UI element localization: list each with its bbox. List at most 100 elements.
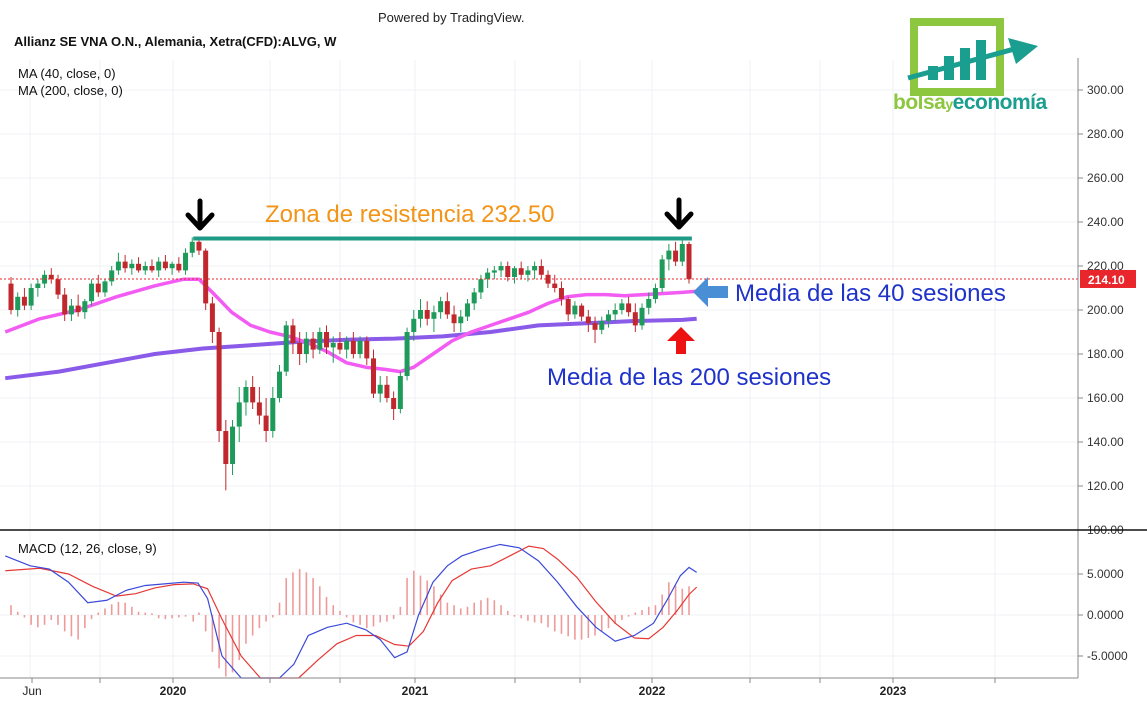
candle-body — [411, 318, 417, 332]
candle-body — [142, 266, 148, 271]
candle-body — [95, 283, 101, 293]
price-tick-label: 300.00 — [1087, 83, 1124, 97]
candle-body — [350, 340, 356, 354]
macd-tick-label: 0.0000 — [1087, 608, 1124, 622]
candle-body — [565, 299, 571, 315]
candle-body — [62, 294, 68, 315]
logo-word-bolsa: bolsa — [893, 91, 946, 114]
macd-tick-label: 5.0000 — [1087, 567, 1124, 581]
candle-body — [525, 270, 531, 275]
candle-body — [666, 250, 672, 260]
candle-body — [612, 310, 618, 315]
candle-body — [431, 312, 437, 319]
candle-body — [250, 387, 256, 403]
time-tick-label: 2022 — [639, 684, 666, 698]
price-tick-label: 200.00 — [1087, 303, 1124, 317]
candle-body — [136, 263, 142, 271]
candle-body — [297, 343, 303, 354]
macd-legend[interactable]: MACD (12, 26, close, 9) — [18, 541, 157, 556]
candle-body — [236, 402, 242, 427]
candle-body — [679, 244, 685, 262]
logo-wordmark: bolsayeconomía — [893, 91, 1047, 115]
ma40-annotation: Media de las 40 sesiones — [735, 280, 1006, 307]
candle-body — [15, 296, 21, 310]
logo-word-economia: economía — [952, 91, 1048, 114]
candle-body — [290, 325, 296, 343]
candle-body — [162, 261, 168, 269]
candle-body — [632, 312, 638, 326]
candle-body — [478, 279, 484, 293]
price-tick-label: 260.00 — [1087, 171, 1124, 185]
blue-left-arrow — [693, 277, 728, 307]
candle-body — [317, 332, 323, 350]
candle-body — [21, 296, 27, 306]
candle-body — [330, 343, 336, 348]
candle-body — [377, 384, 383, 394]
candle-body — [371, 358, 377, 394]
candle-body — [82, 301, 88, 313]
candle-body — [169, 263, 175, 269]
candle-body — [471, 292, 477, 304]
candle-body — [451, 314, 457, 324]
candle-body — [532, 266, 538, 271]
black-down-arrow-left — [185, 198, 215, 231]
candle-body — [209, 303, 215, 332]
candle-body — [223, 431, 229, 464]
price-tick-label: 280.00 — [1087, 127, 1124, 141]
candle-body — [626, 303, 632, 313]
candle-body — [122, 261, 128, 269]
time-tick-label: 2021 — [402, 684, 429, 698]
candle-body — [659, 259, 665, 288]
annotation-layer: 214.10 — [0, 197, 1136, 354]
candle-body — [344, 340, 350, 350]
logo-word-y: y — [945, 96, 953, 112]
candle-body — [89, 283, 95, 302]
candle-body — [491, 270, 497, 273]
last-price-label: 214.10 — [1088, 273, 1125, 287]
candle-body — [109, 270, 115, 282]
candle-body — [216, 332, 222, 431]
candle-body — [129, 263, 135, 269]
candle-body — [397, 376, 403, 409]
candle-body — [8, 283, 14, 310]
candle-body — [652, 288, 658, 299]
candle-body — [68, 305, 74, 315]
candle-body — [115, 261, 121, 271]
candle-body — [538, 266, 544, 275]
candle-body — [579, 305, 585, 317]
candle-body — [183, 252, 189, 271]
candle-body — [404, 332, 410, 376]
candle-body — [337, 343, 343, 350]
candle-body — [263, 415, 269, 431]
candle-body — [283, 325, 289, 372]
bolsayeconomia-logo — [907, 18, 1038, 96]
macd-tick-label: -5.0000 — [1087, 649, 1128, 663]
candle-body — [424, 310, 430, 319]
grid-layer — [0, 60, 1078, 678]
ma40-legend[interactable]: MA (40, close, 0) — [18, 66, 116, 81]
candle-body — [673, 250, 679, 262]
axis-layer: 300.00 280.00 260.00 240.00 220.00 200.00 180.… — [0, 58, 1147, 698]
candle-body — [189, 241, 195, 253]
candle-body — [458, 316, 464, 324]
symbol-title: Allianz SE VNA O.N., Alemania, Xetra(CFD… — [14, 34, 337, 49]
price-tick-label: 220.00 — [1087, 259, 1124, 273]
candle-body — [75, 305, 81, 313]
candle-body — [28, 288, 34, 306]
candle-body — [256, 402, 262, 416]
ma200-legend[interactable]: MA (200, close, 0) — [18, 83, 123, 98]
candle-body — [102, 281, 108, 293]
candle-body — [646, 299, 652, 308]
candle-body — [303, 338, 309, 354]
candle-body — [277, 371, 283, 398]
candle-body — [324, 332, 330, 348]
candle-body — [230, 426, 236, 464]
candle-body — [585, 316, 591, 324]
price-tick-label: 240.00 — [1087, 215, 1124, 229]
candle-body — [55, 279, 61, 295]
price-tick-label: 120.00 — [1087, 479, 1124, 493]
macd-pane — [5, 543, 698, 679]
candle-body — [391, 398, 397, 409]
